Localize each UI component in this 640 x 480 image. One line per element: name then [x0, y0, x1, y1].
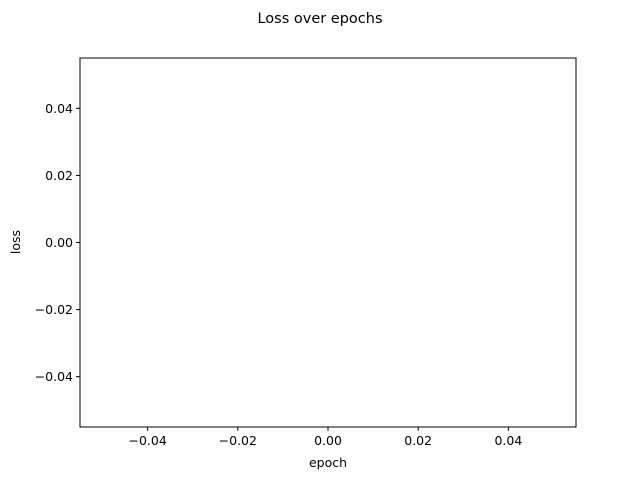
x-tick-label: 0.00	[314, 433, 342, 448]
y-tick-label: 0.00	[45, 235, 73, 250]
y-tick-label: −0.04	[35, 369, 73, 384]
x-axis-label: epoch	[309, 455, 347, 470]
chart-title: Loss over epochs	[257, 11, 382, 27]
x-tick-label: 0.02	[404, 433, 432, 448]
y-axis-ticks: −0.04 −0.02 0.00 0.02 0.04	[35, 101, 80, 384]
x-tick-label: −0.04	[128, 433, 166, 448]
y-tick-label: 0.04	[45, 101, 73, 116]
y-axis-label: loss	[8, 230, 23, 254]
y-tick-label: 0.02	[45, 168, 73, 183]
y-tick-label: −0.02	[35, 302, 73, 317]
x-axis-ticks: −0.04 −0.02 0.00 0.02 0.04	[128, 427, 522, 448]
x-tick-label: −0.02	[219, 433, 257, 448]
x-tick-label: 0.04	[494, 433, 522, 448]
